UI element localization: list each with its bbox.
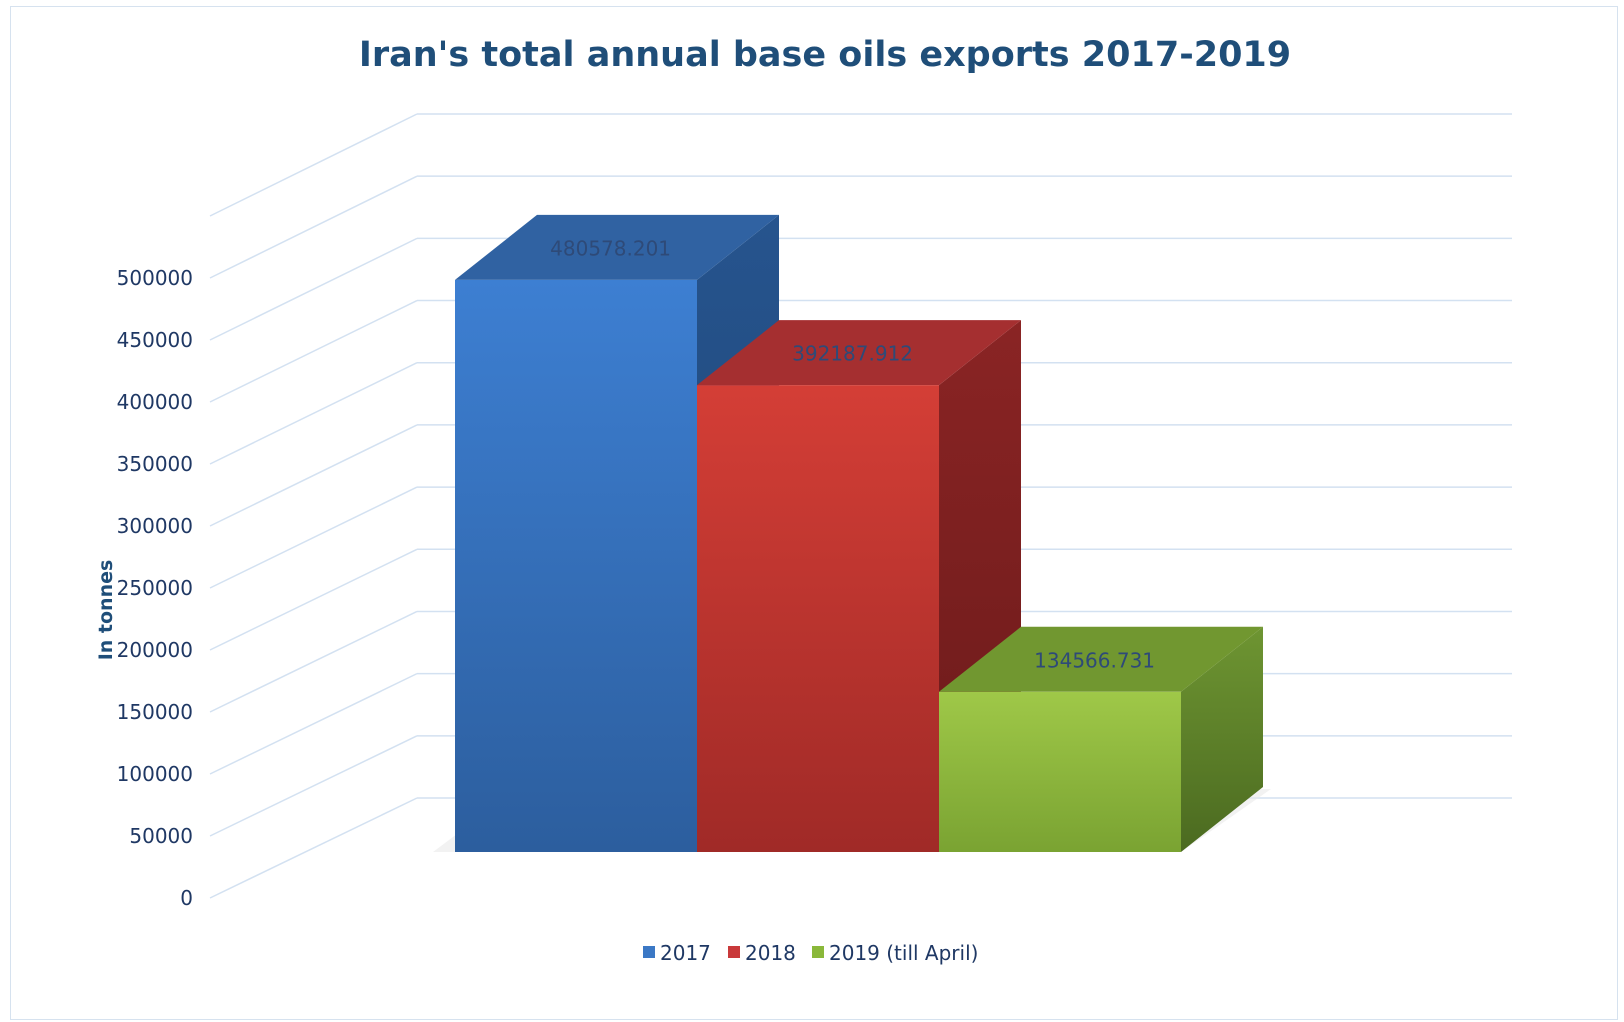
gridline-wall	[209, 113, 418, 217]
gridline-wall	[209, 610, 418, 713]
y-tick-label: 300000	[117, 514, 193, 538]
chart-title: Iran's total annual base oils exports 20…	[359, 35, 1291, 75]
bar-top	[697, 320, 1021, 386]
y-tick-label: 400000	[117, 390, 193, 414]
legend: 2017 2018 2019 (till April)	[643, 941, 978, 965]
gridline-wall	[209, 299, 418, 403]
legend-label: 2017	[660, 941, 711, 965]
y-tick-label: 500000	[117, 266, 193, 290]
y-axis-ticks: 0 50000 100000 150000 200000 250000 300000 3500…	[117, 266, 193, 910]
gridline-wall	[209, 486, 418, 589]
y-tick-label: 0	[180, 886, 193, 910]
legend-swatch	[643, 946, 655, 958]
gridline-wall	[209, 548, 418, 651]
gridline-wall	[209, 672, 418, 775]
bar-front	[455, 279, 697, 853]
bar-front	[939, 691, 1181, 852]
bar-side	[1181, 626, 1263, 852]
y-tick-label: 50000	[129, 824, 193, 848]
y-tick-label: 350000	[117, 452, 193, 476]
gridline-wall	[209, 735, 418, 837]
legend-item: 2019 (till April)	[812, 941, 978, 965]
gridline-wall	[209, 362, 418, 465]
y-tick-label: 200000	[117, 638, 193, 662]
gridline-wall	[209, 797, 418, 899]
legend-swatch	[728, 946, 740, 958]
y-tick-label: 150000	[117, 700, 193, 724]
legend-item: 2018	[728, 941, 796, 965]
y-tick-label: 100000	[117, 762, 193, 786]
legend-item: 2017	[643, 941, 711, 965]
legend-swatch	[812, 946, 824, 958]
bar-front	[697, 385, 939, 852]
data-label: 392187.912	[792, 342, 913, 366]
y-tick-label: 450000	[117, 328, 193, 352]
bar-top	[455, 214, 779, 280]
data-label: 480578.201	[550, 236, 671, 260]
y-axis-label: In tonnes	[95, 560, 117, 661]
gridline-wall	[209, 424, 418, 527]
bar-2019 (till April)	[939, 626, 1263, 852]
gridline-wall	[209, 175, 418, 279]
bar-top	[939, 626, 1263, 692]
data-labels: 480578.201 392187.912 134566.731	[550, 236, 1155, 672]
bars	[433, 214, 1271, 853]
y-tick-label: 250000	[117, 576, 193, 600]
legend-label: 2018	[745, 941, 796, 965]
data-label: 134566.731	[1034, 648, 1155, 672]
legend-label: 2019 (till April)	[829, 941, 978, 965]
gridline-wall	[209, 237, 418, 341]
